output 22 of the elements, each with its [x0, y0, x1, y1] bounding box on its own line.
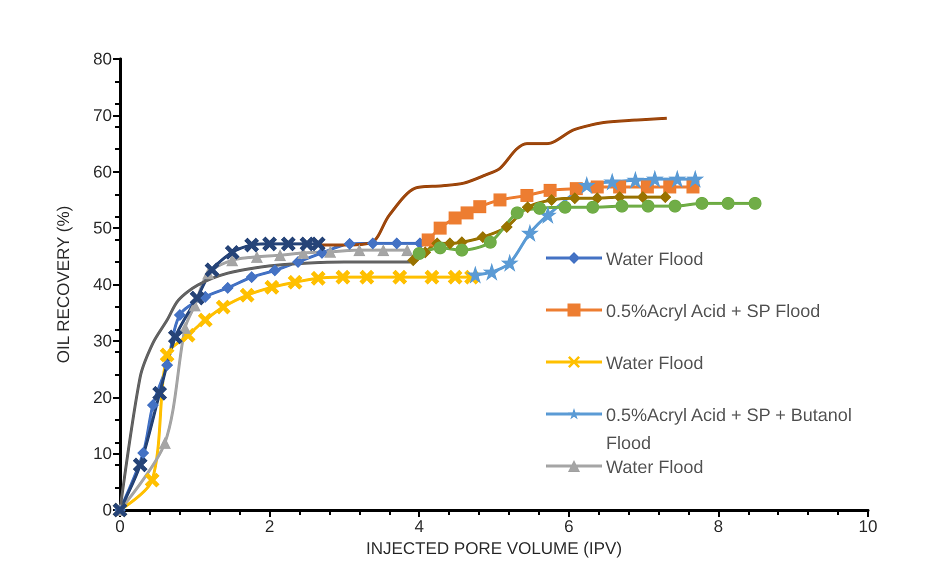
y-axis-title: OIL RECOVERY (%) [54, 206, 73, 364]
x-axis-title: INJECTED PORE VOLUME (IPV) [366, 539, 622, 558]
y-tick-label: 10 [93, 444, 112, 464]
legend-label: 0.5%Acryl Acid + SP + Butanol Flood [606, 405, 857, 453]
legend-label: 0.5%Acryl Acid + SP Flood [606, 301, 820, 321]
x-tick-label: 10 [858, 517, 878, 536]
legend-label: Water Flood [606, 353, 704, 373]
x-tick-label: 0 [115, 517, 125, 536]
legend-label: Water Flood [606, 249, 704, 269]
x-tick-label: 2 [264, 517, 274, 536]
legend-label: Water Flood [606, 457, 704, 477]
y-tick-label: 70 [93, 106, 112, 125]
x-tick-label: 6 [564, 517, 574, 536]
y-tick-label: 40 [93, 275, 112, 294]
y-tick-label: 60 [93, 162, 112, 182]
x-tick-label: 4 [414, 517, 424, 536]
y-tick-label: 80 [93, 50, 112, 68]
y-tick-label: 30 [93, 331, 112, 350]
y-tick-label: 50 [93, 218, 112, 238]
y-tick-label: 0 [102, 500, 112, 520]
x-tick-label: 8 [714, 517, 724, 536]
y-tick-label: 20 [93, 388, 112, 407]
